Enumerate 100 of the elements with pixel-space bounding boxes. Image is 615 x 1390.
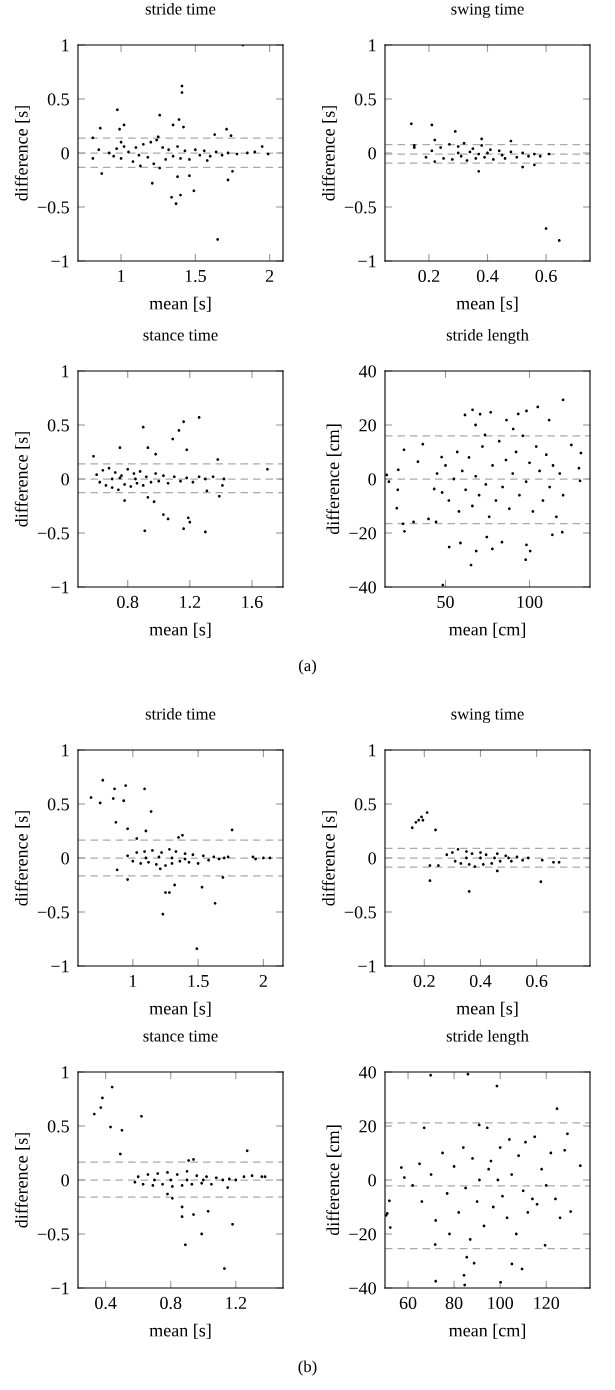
point [132, 472, 136, 475]
point [164, 891, 167, 894]
point [175, 1173, 179, 1176]
y-tick-label: −1 [358, 255, 376, 268]
point [409, 122, 413, 126]
point [489, 148, 492, 152]
y-axis-title: difference [cm] [326, 424, 342, 535]
point [210, 1182, 213, 1186]
x-tick-label: 120 [534, 1296, 560, 1310]
y-tick-label: −40 [349, 581, 376, 594]
point [527, 154, 530, 158]
point [143, 529, 147, 533]
point [483, 155, 486, 159]
point [414, 820, 418, 824]
point [164, 864, 167, 867]
y-axis-title: difference [s] [14, 811, 30, 906]
x-tick-label: 0.8 [117, 595, 139, 609]
point [442, 157, 445, 160]
point [149, 810, 153, 813]
point [467, 863, 471, 866]
point [462, 141, 466, 145]
point [129, 485, 133, 488]
y-tick-label: 0 [368, 852, 376, 865]
point [222, 856, 226, 860]
point [187, 860, 191, 864]
point [138, 470, 142, 473]
point [428, 864, 432, 867]
point [453, 130, 457, 133]
point [139, 862, 143, 865]
point [180, 1184, 184, 1187]
x-tick-label: 0.8 [160, 1296, 182, 1310]
x-tick-label: 0.2 [418, 269, 440, 283]
point [532, 163, 536, 167]
x-tick-label: 2 [265, 269, 274, 282]
point [98, 480, 102, 484]
y-tick-label: −20 [349, 1228, 376, 1241]
y-axis-title: difference [s] [14, 432, 30, 527]
y-tick-label: 1 [62, 39, 69, 52]
point [141, 1182, 145, 1186]
y-tick-label: −1 [51, 581, 69, 594]
x-tick-label: 0.4 [469, 974, 492, 988]
point [185, 476, 189, 480]
point [143, 850, 146, 853]
point [221, 484, 224, 487]
point [544, 227, 548, 230]
y-tick-label: −40 [349, 1282, 376, 1295]
point [126, 854, 130, 858]
point [181, 833, 184, 837]
point [507, 856, 510, 860]
point [158, 867, 162, 871]
point [144, 475, 148, 479]
x-tick-label: 1.2 [226, 1296, 247, 1310]
point [504, 854, 508, 858]
point [557, 860, 561, 864]
point [221, 1178, 225, 1182]
point [521, 165, 525, 169]
y-tick-label: −0.5 [344, 906, 376, 919]
y-tick-label: 0 [368, 147, 376, 160]
point [200, 1181, 204, 1185]
point [101, 468, 105, 472]
point [197, 416, 201, 419]
point [433, 160, 437, 164]
y-tick-label: 0.5 [47, 419, 69, 432]
point [179, 479, 182, 483]
point [153, 1178, 156, 1182]
point [465, 856, 468, 860]
point [122, 799, 126, 803]
y-tick-label: −1 [51, 960, 69, 973]
point [509, 859, 513, 863]
point [118, 1152, 122, 1156]
point [134, 477, 137, 481]
y-tick-label: 0 [368, 473, 376, 486]
point [116, 488, 120, 492]
point [147, 860, 150, 864]
y-tick-label: 1 [62, 365, 69, 378]
point [124, 784, 128, 788]
point [135, 851, 139, 854]
y-tick-label: 0.5 [47, 93, 69, 106]
point [126, 827, 130, 831]
point [104, 484, 108, 487]
point [439, 146, 443, 149]
point [92, 454, 95, 458]
point [448, 142, 451, 146]
point [217, 494, 221, 498]
point [118, 446, 122, 450]
point [497, 149, 501, 153]
y-tick-label: 0.5 [354, 798, 376, 811]
chart-title: stride time [145, 707, 216, 720]
y-axis-title: difference [s] [14, 1133, 30, 1228]
point [188, 520, 192, 524]
y-tick-label: −1 [51, 255, 69, 268]
y-tick-label: 0.5 [47, 1120, 69, 1133]
point [160, 851, 163, 854]
point [135, 837, 139, 840]
x-tick-label: 1.5 [188, 974, 209, 988]
chart-title: swing time [451, 708, 524, 724]
point [538, 154, 542, 158]
point [480, 144, 484, 147]
point [495, 852, 499, 856]
point [95, 473, 99, 477]
